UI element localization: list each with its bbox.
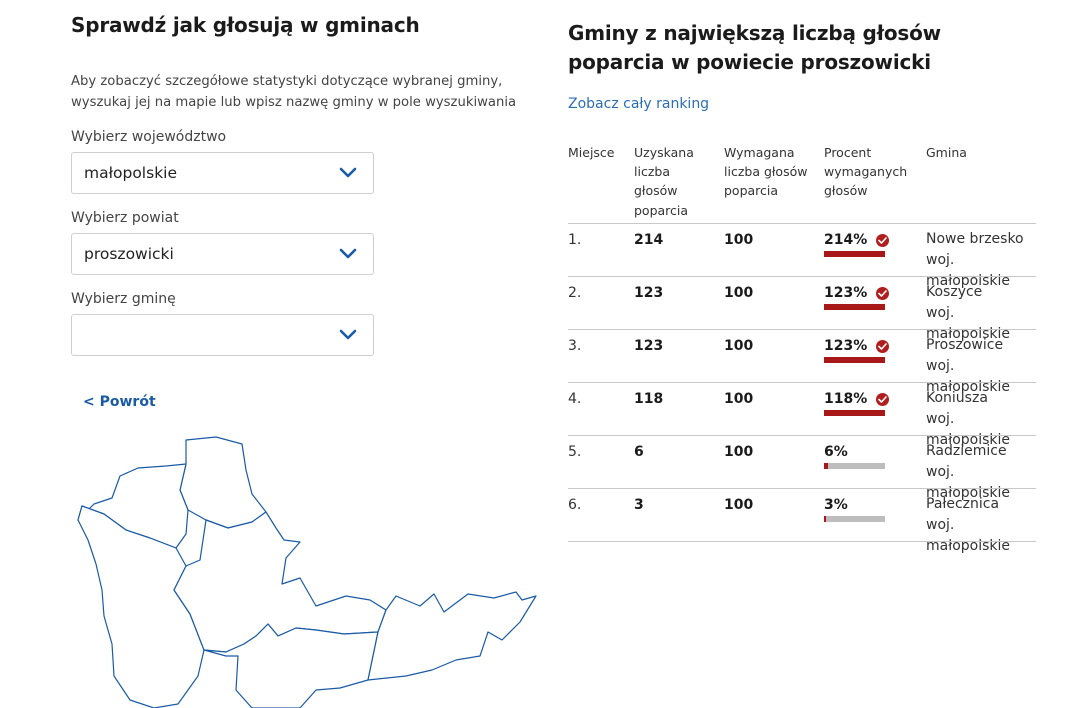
row-obtained: 3 [634,497,644,513]
progress-bar-fill [824,410,885,416]
intro-text: Aby zobaczyć szczegółowe statystyki doty… [71,74,517,110]
chevron-down-icon [339,248,357,259]
progress-bar-fill [824,516,826,522]
row-required: 100 [724,497,754,513]
row-place: 4. [568,391,582,407]
row-percent: 123% [824,285,868,301]
progress-bar-fill [824,357,885,363]
progress-bar [824,463,885,469]
progress-bar [824,304,885,310]
row-obtained: 123 [634,338,664,354]
row-commune: Pałecznica [926,496,1000,512]
check-circle-icon [876,340,889,353]
row-place: 5. [568,444,582,460]
commune-label: Wybierz gminę [71,291,176,307]
row-divider [568,488,1036,489]
map-commune[interactable] [77,505,205,708]
row-divider [568,541,1036,542]
row-obtained: 123 [634,285,664,301]
row-required: 100 [724,338,754,354]
header-commune: Gmina [926,145,967,160]
row-percent: 6% [824,444,848,460]
county-label: Wybierz powiat [71,210,179,226]
county-select[interactable]: proszowicki [71,233,374,275]
header-required: Wymagana liczba głosów poparcia [724,145,808,199]
progress-bar [824,251,885,257]
back-link[interactable]: < Powrót [83,394,156,410]
row-region: woj. małopolskie [926,252,1011,289]
county-value: proszowicki [84,245,174,263]
row-divider [568,276,1036,277]
row-region: woj. małopolskie [926,358,1011,395]
progress-bar [824,357,885,363]
row-divider [568,382,1036,383]
progress-bar-fill [824,251,885,257]
table-row: 6. 3 100 3% Pałecznica woj. małopolskie [568,489,1036,554]
table-row: 5. 6 100 6% Radziemice woj. małopolskie [568,436,1036,501]
voivodeship-value: małopolskie [84,164,178,182]
row-percent: 118% [824,391,868,407]
row-region: woj. małopolskie [926,517,1011,554]
row-commune: Proszowice [926,337,1004,353]
row-obtained: 214 [634,232,664,248]
row-place: 1. [568,232,582,248]
page-title: Sprawdź jak głosują w gminach [71,13,420,37]
row-percent: 123% [824,338,868,354]
chevron-down-icon [339,167,357,178]
voivodeship-select[interactable]: małopolskie [71,152,374,194]
row-commune: Koszyce [926,284,983,300]
row-commune: Koniusza [926,390,988,406]
commune-select[interactable] [71,314,374,356]
ranking-title: Gminy z największą liczbą głosów poparci… [568,21,941,74]
row-place: 6. [568,497,582,513]
progress-bar [824,516,885,522]
map-commune[interactable] [173,511,387,653]
map-commune[interactable] [179,436,267,529]
full-ranking-link[interactable]: Zobacz cały ranking [568,96,710,112]
row-percent: 214% [824,232,868,248]
row-commune: Radziemice [926,443,1007,459]
map-commune[interactable] [367,591,537,681]
progress-bar-fill [824,304,885,310]
progress-bar-fill [824,463,828,469]
check-circle-icon [876,393,889,406]
check-circle-icon [876,287,889,300]
county-map [77,436,537,708]
row-required: 100 [724,444,754,460]
row-divider [568,435,1036,436]
row-obtained: 118 [634,391,664,407]
voivodeship-label: Wybierz województwo [71,129,227,145]
row-place: 3. [568,338,582,354]
table-row: 3. 123 100 123% Proszowice woj. małopolskie [568,330,1036,395]
row-divider [568,329,1036,330]
table-row: 4. 118 100 118% Koniusza woj. małopolskie [568,383,1036,448]
table-row: 1. 214 100 214% Nowe brzesko woj. małopolskie [568,224,1036,289]
check-circle-icon [876,234,889,247]
row-required: 100 [724,232,754,248]
header-obtained: Uzyskana liczba głosów poparcia [634,145,694,218]
table-row: 2. 123 100 123% Koszyce woj. małopolskie [568,277,1036,342]
row-required: 100 [724,285,754,301]
row-region: woj. małopolskie [926,305,1011,342]
header-place: Miejsce [568,145,615,160]
header-percent: Procent wymaganych głosów [824,145,908,199]
chevron-down-icon [339,329,357,340]
row-required: 100 [724,391,754,407]
row-percent: 3% [824,497,848,513]
progress-bar [824,410,885,416]
row-place: 2. [568,285,582,301]
row-commune: Nowe brzesko [926,231,1024,247]
row-region: woj. małopolskie [926,464,1011,501]
row-obtained: 6 [634,444,644,460]
header-divider [568,223,1036,224]
row-region: woj. małopolskie [926,411,1011,448]
